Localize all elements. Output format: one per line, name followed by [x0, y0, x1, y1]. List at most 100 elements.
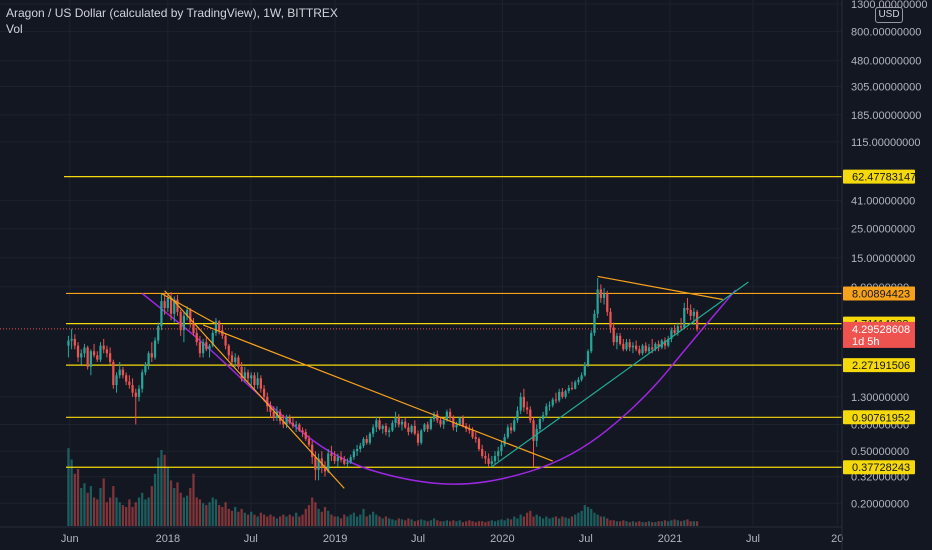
volume-bar [202, 503, 205, 526]
candle-body [420, 430, 423, 443]
volume-bar [692, 521, 695, 526]
candle-body [150, 353, 153, 358]
candle-body [355, 448, 359, 452]
volume-bar [660, 521, 663, 526]
candle-body [368, 433, 372, 443]
candle-body [67, 340, 70, 346]
volume-bar [484, 522, 487, 526]
level-price-label: 0.37728243 [852, 462, 910, 474]
candle-body [333, 455, 336, 462]
volume-bar [307, 505, 311, 526]
volume-bar [234, 507, 237, 526]
candle-body [173, 299, 176, 314]
candle-body [651, 347, 654, 350]
volume-bar [246, 514, 250, 526]
volume-bar [359, 514, 362, 526]
candle-body [317, 458, 320, 470]
volume-bar [679, 521, 683, 526]
candle-body [147, 353, 150, 365]
candle-body [96, 355, 99, 360]
volume-bar [667, 521, 670, 526]
volume-bar [583, 505, 586, 526]
candle-body [384, 425, 388, 433]
volume-bar [423, 520, 426, 526]
candle-body [448, 411, 452, 418]
candle-body [378, 420, 381, 429]
volume-bar [388, 518, 391, 526]
candle-body [667, 338, 670, 346]
candle-body [471, 430, 474, 438]
volume-bar [596, 514, 599, 526]
chart-title[interactable]: Aragon / US Dollar (calculated by Tradin… [6, 6, 338, 20]
candle-body [301, 430, 304, 433]
candle-body [282, 421, 285, 425]
candle-body [76, 345, 80, 358]
candle-body [599, 289, 602, 298]
candle-body [359, 445, 362, 449]
purple-curve [141, 289, 737, 485]
candle-body [638, 349, 641, 354]
volume-legend[interactable]: Vol [6, 22, 23, 36]
candle-body [474, 437, 477, 439]
volume-bar [99, 488, 102, 526]
volume-bar [590, 508, 593, 526]
volume-bar [420, 519, 423, 526]
volume-bar [612, 520, 615, 526]
volume-bar [208, 502, 211, 526]
candle-body [125, 375, 128, 382]
volume-bar [102, 478, 105, 526]
volume-bar [465, 521, 468, 526]
volume-bar [218, 505, 221, 526]
volume-bar [141, 492, 144, 526]
volume-bar [493, 521, 497, 526]
candle-body [343, 459, 346, 464]
volume-bar [695, 521, 699, 526]
candle-body [160, 301, 163, 327]
volume-bar [256, 516, 259, 526]
time-axis: Jun 2018 Jul 2019 Jul 2020 Jul 2021 Jul 20 [0, 526, 843, 550]
candle-body [234, 357, 237, 362]
currency-badge[interactable]: USD [875, 7, 903, 23]
candle-body [73, 338, 76, 346]
candle-body [195, 332, 198, 343]
volume-bar [631, 521, 635, 526]
candle-body [99, 345, 102, 360]
candle-body [574, 382, 577, 389]
candle-body [304, 432, 307, 439]
volume-bar [352, 512, 356, 526]
candle-body [410, 425, 413, 433]
volume-bar [339, 518, 343, 526]
candle-body [192, 322, 195, 333]
volume-bar [150, 486, 153, 526]
candle-body [554, 399, 558, 401]
candle-body [615, 335, 619, 343]
volume-bar [368, 514, 372, 526]
candle-body [593, 313, 596, 333]
volume-bar [195, 497, 198, 526]
candle-body [320, 458, 323, 467]
candle-body [202, 342, 205, 354]
volume-bar [304, 508, 307, 526]
orange-trendline [597, 275, 723, 301]
candle-body [86, 347, 89, 367]
volume-bar [404, 520, 407, 526]
volume-bar [628, 522, 631, 526]
volume-bar [301, 514, 304, 526]
candle-body [115, 375, 118, 386]
candle-body [506, 427, 509, 438]
volume-bar [548, 518, 551, 526]
candle-body [541, 415, 545, 420]
price-tick-label: 0.20000000 [851, 498, 909, 510]
volume-bar [92, 497, 96, 526]
candle-body [295, 424, 298, 426]
volume-bar [461, 522, 465, 526]
candle-body [551, 399, 554, 406]
volume-bar [173, 488, 176, 526]
price-tick-label: 0.50000000 [851, 446, 909, 458]
candle-body [330, 453, 333, 456]
volume-bar [317, 508, 320, 526]
candle-body [586, 351, 590, 365]
price-tick-label: 1300.00000000 [851, 0, 927, 11]
